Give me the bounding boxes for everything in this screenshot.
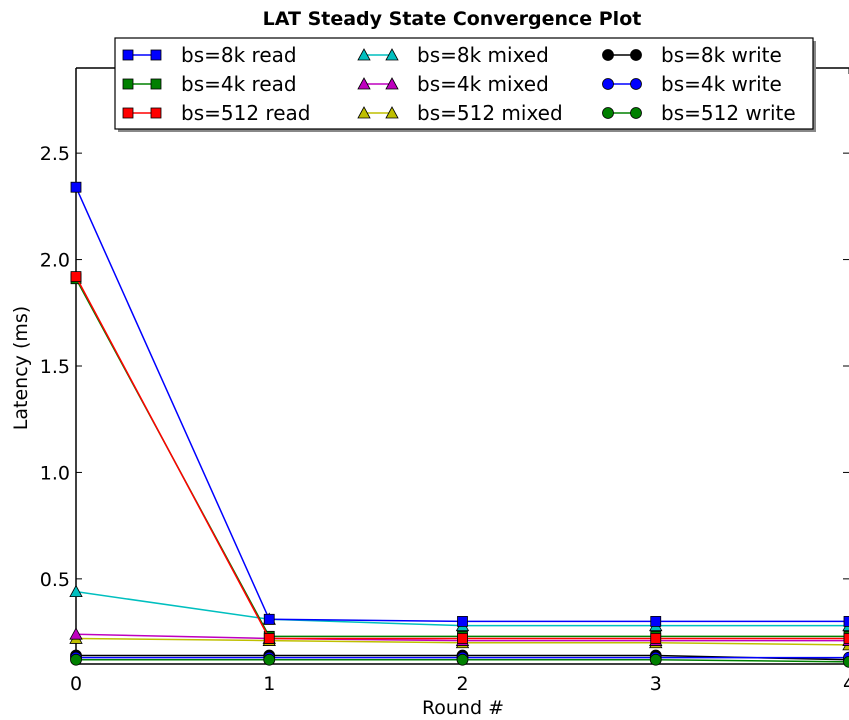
y-axis-label: Latency (ms)	[10, 306, 32, 430]
x-tick-label: 0	[70, 673, 82, 695]
legend-label: bs=512 read	[181, 101, 310, 125]
legend-label: bs=8k mixed	[417, 43, 549, 67]
data-point-bs-512-read	[70, 271, 82, 283]
legend-marker	[602, 78, 614, 90]
legend-marker	[385, 106, 399, 119]
legend-marker	[150, 78, 162, 90]
series-line-bs-8k-read	[75, 186, 849, 623]
data-point-bs-512-read	[263, 633, 275, 644]
legend-label: bs=512 mixed	[417, 101, 563, 125]
legend-marker	[630, 49, 642, 61]
data-point-bs-512-read	[843, 633, 849, 644]
y-tick-label: 2.5	[40, 143, 70, 165]
data-point-bs-512-read	[457, 633, 468, 644]
data-point-bs-512-write	[649, 653, 662, 666]
chart-title: LAT Steady State Convergence Plot	[263, 8, 642, 30]
data-point-bs-4k-mixed	[69, 627, 83, 640]
y-tick-label: 1.5	[40, 356, 70, 378]
x-tick-label: 1	[263, 673, 275, 695]
data-point-bs-8k-read	[70, 181, 82, 193]
data-point-bs-512-write	[456, 653, 469, 666]
x-tick-label: 4	[843, 673, 849, 695]
legend-marker	[150, 49, 162, 61]
data-point-bs-8k-read	[457, 616, 468, 627]
legend-marker	[385, 77, 399, 90]
legend-marker	[150, 107, 162, 119]
legend: bs=8k read bs=4k read bs=512 read bs=8k mix…	[114, 37, 816, 132]
legend-marker	[122, 49, 134, 61]
x-tick-label: 2	[456, 673, 468, 695]
legend-box	[114, 37, 814, 130]
series-line-bs-512-read	[75, 276, 849, 640]
legend-marker	[385, 48, 399, 61]
legend-marker	[602, 107, 614, 119]
legend-marker	[630, 78, 642, 90]
y-tick-label: 1.0	[40, 462, 70, 484]
data-point-bs-8k-read	[650, 616, 662, 627]
legend-marker	[122, 78, 134, 90]
x-tick-label: 3	[650, 673, 662, 695]
legend-marker	[630, 107, 642, 119]
legend-label: bs=512 write	[661, 101, 796, 125]
legend-marker	[122, 107, 134, 119]
data-point-bs-8k-mixed	[69, 584, 83, 598]
legend-label: bs=4k write	[661, 72, 782, 96]
data-point-bs-512-read	[650, 633, 662, 644]
legend-marker	[357, 77, 371, 90]
data-point-bs-8k-read	[843, 616, 849, 627]
series-line-bs-4k-read	[75, 278, 849, 638]
legend-marker	[357, 106, 371, 119]
data-point-bs-512-write	[263, 653, 276, 666]
legend-label: bs=8k read	[181, 43, 297, 67]
legend-label: bs=8k write	[661, 43, 782, 67]
y-tick-label: 0.5	[40, 569, 70, 591]
data-point-bs-512-write	[70, 653, 82, 666]
legend-label: bs=4k read	[181, 72, 297, 96]
x-axis-label: Round #	[422, 697, 504, 719]
legend-marker	[357, 48, 371, 61]
data-point-bs-512-write	[843, 655, 849, 668]
y-tick-label: 2.0	[40, 250, 70, 272]
legend-marker	[602, 49, 614, 61]
legend-label: bs=4k mixed	[417, 72, 549, 96]
data-point-bs-8k-read	[263, 613, 275, 625]
